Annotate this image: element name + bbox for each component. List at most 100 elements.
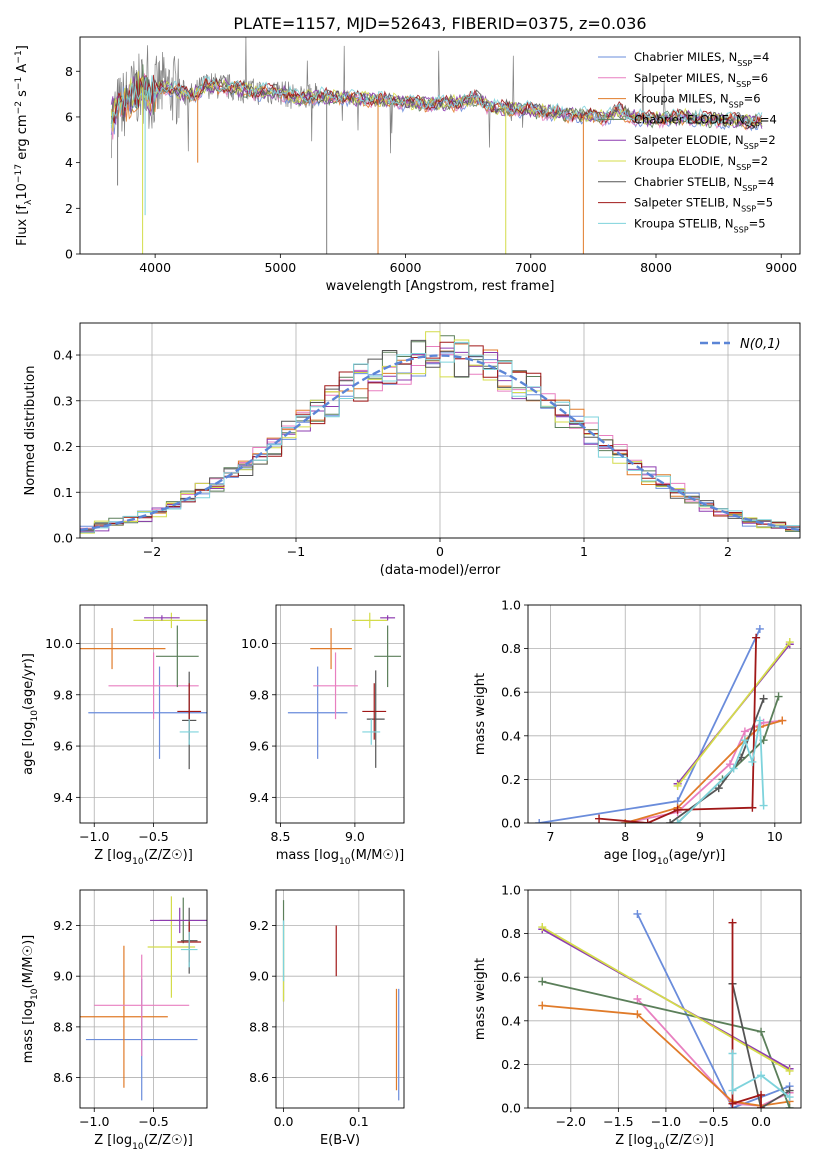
- plot-frame: [275, 889, 405, 1109]
- weight-marker: [774, 692, 783, 701]
- x-tick-label: 4000: [139, 260, 171, 275]
- gaussian-curve: [80, 354, 800, 532]
- gaussian-legend-label: N(0,1): [740, 337, 781, 352]
- x-tick-label: −0.5: [138, 829, 168, 844]
- weight_vs_age-axes: 7 8 9 10 0.0 0.2 0.4 0.6 0.8 1.0 age [log10(age/yr…: [473, 598, 802, 867]
- plot-frame: [275, 604, 405, 824]
- x-tick-label: 9000: [765, 260, 797, 275]
- y-tick-label: 9.8: [53, 687, 73, 702]
- kroupa_elodie-weight-line: [541, 926, 791, 1072]
- weight-marker: [728, 1086, 737, 1095]
- kroupa_elodie-weight-line: [676, 641, 791, 787]
- kroupa_stelib-weight-line: [731, 1053, 791, 1098]
- x-tick-label: 0.0: [274, 1114, 294, 1129]
- y-tick-label: 9.8: [249, 687, 269, 702]
- x-axis-label: age [log10(age/yr)]: [604, 848, 726, 867]
- weight-marker: [538, 1001, 547, 1010]
- weight-marker: [740, 727, 749, 736]
- x-tick-label: −1: [287, 544, 305, 559]
- mass_vs_Z-axes: −1.0 −0.5 8.6 8.8 9.0 9.2 Z [log10(Z/Z☉)] mass …: [21, 889, 208, 1152]
- x-tick-label: −1.0: [79, 829, 109, 844]
- weight-marker: [785, 638, 794, 647]
- y-tick-label: 9.2: [53, 918, 73, 933]
- residuals-axes: −2 −1 0 1 2 0.0 0.1 0.2 0.3 0.4 (data-model)/error…: [23, 322, 801, 578]
- y-axis-label: age [log10(age/yr)]: [21, 653, 40, 775]
- x-tick-label: 5000: [264, 260, 296, 275]
- weight-marker: [595, 814, 604, 823]
- weight_vs_Z-axes: −2.0 −1.5 −1.0 −0.5 0.0 0.0 0.2 0.4 0.6 0.8 1.0 Z […: [473, 883, 802, 1152]
- y-tick-label: 9.0: [53, 969, 73, 984]
- y-tick-label: 0.2: [501, 1057, 521, 1072]
- x-tick-label: 8.5: [271, 829, 291, 844]
- x-tick-label: 0.1: [349, 1114, 369, 1129]
- x-tick-label: −2: [143, 544, 161, 559]
- weight-marker: [728, 1049, 737, 1058]
- age_vs_Z-axes: −1.0 −0.5 9.4 9.6 9.8 10.0 Z [log10(Z/Z☉)] age …: [21, 604, 208, 867]
- chabrier_stelib-weight-line: [731, 983, 791, 1108]
- y-tick-label: 9.4: [53, 790, 73, 805]
- salpeter_stelib-weight-line: [731, 922, 762, 1108]
- y-tick-label: 10.0: [241, 636, 269, 651]
- x-tick-label: −0.5: [698, 1114, 728, 1129]
- y-tick-label: 0.8: [501, 926, 521, 941]
- x-tick-label: 1: [580, 544, 588, 559]
- weight-marker: [538, 923, 547, 932]
- y-axis-label: mass weight: [473, 673, 488, 755]
- y-tick-label: 0: [65, 247, 73, 262]
- legend-entry: Kroupa MILES, NSSP=6: [634, 92, 761, 110]
- age_vs_mass-axes: 8.5 9.0 9.4 9.6 9.8 10.0 mass [log10(M/M☉)]: [241, 604, 405, 867]
- weight-marker: [785, 1066, 794, 1075]
- y-tick-label: 9.4: [249, 790, 269, 805]
- y-tick-label: 9.0: [249, 969, 269, 984]
- y-tick-label: 0.2: [53, 439, 73, 454]
- weight-marker: [729, 764, 738, 773]
- x-axis-label: Z [log10(Z/Z☉)]: [615, 1133, 714, 1152]
- y-tick-label: 0.3: [53, 393, 73, 408]
- y-tick-label: 0.6: [501, 685, 521, 700]
- weight-marker: [728, 1099, 737, 1108]
- legend-entry: Salpeter ELODIE, NSSP=2: [634, 133, 776, 151]
- weight-marker: [755, 624, 764, 633]
- y-tick-label: 1.0: [501, 883, 521, 898]
- y-tick-label: 0.0: [501, 1101, 521, 1116]
- weight-marker: [673, 819, 682, 823]
- weight-marker: [728, 918, 737, 927]
- y-tick-label: 1.0: [501, 598, 521, 613]
- weight-marker: [778, 716, 787, 725]
- y-tick-label: 8.6: [53, 1070, 73, 1085]
- legend-entry: Kroupa ELODIE, NSSP=2: [634, 154, 768, 172]
- x-tick-label: −1.0: [79, 1114, 109, 1129]
- y-tick-label: 9.2: [249, 918, 269, 933]
- y-tick-label: 4: [65, 155, 73, 170]
- x-tick-label: 9.0: [345, 829, 365, 844]
- weight-marker: [757, 1027, 766, 1036]
- x-tick-label: 0.0: [751, 1114, 771, 1129]
- x-tick-label: 8: [621, 829, 629, 844]
- plot-frame: [527, 889, 802, 1109]
- y-tick-label: 8.8: [53, 1019, 73, 1034]
- weight-marker: [755, 716, 764, 725]
- y-tick-label: 0.6: [501, 970, 521, 985]
- y-tick-label: 0.0: [53, 531, 73, 546]
- weight-marker: [785, 1104, 794, 1108]
- weight-marker: [633, 909, 642, 918]
- salpeter_stelib-weight-line: [599, 637, 757, 823]
- y-axis-label: mass weight: [473, 958, 488, 1040]
- residual-histograms: [80, 331, 800, 534]
- x-axis-label: wavelength [Angstrom, rest frame]: [326, 279, 555, 294]
- weight-marker: [673, 805, 682, 814]
- y-tick-label: 8.6: [249, 1070, 269, 1085]
- x-tick-label: 10: [767, 829, 783, 844]
- x-tick-label: 7: [546, 829, 554, 844]
- y-tick-label: 0.4: [53, 348, 73, 363]
- chabrier_miles-weight-line: [636, 913, 790, 1108]
- x-tick-label: −0.5: [138, 1114, 168, 1129]
- weight_vs_Z-series: [538, 909, 794, 1108]
- x-tick-label: 6000: [390, 260, 422, 275]
- plot-frame: [79, 322, 801, 539]
- spectrum-axes: 4000 5000 6000 7000 8000 9000 0 2 4 6 8 wavelength …: [14, 36, 801, 294]
- mass_vs_Z-points: [80, 896, 207, 1101]
- plot-frame: [79, 889, 208, 1109]
- weight-marker: [757, 1104, 766, 1108]
